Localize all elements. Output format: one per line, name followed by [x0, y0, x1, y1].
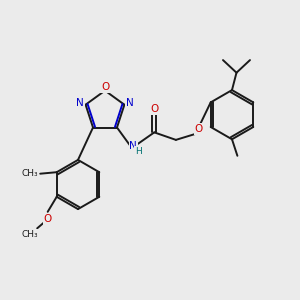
Text: O: O [195, 124, 203, 134]
Text: N: N [129, 142, 137, 152]
Text: CH₃: CH₃ [22, 230, 39, 239]
Text: N: N [76, 98, 84, 108]
Text: CH₃: CH₃ [22, 169, 39, 178]
Text: O: O [101, 82, 109, 92]
Text: N: N [126, 98, 134, 108]
Text: O: O [44, 214, 52, 224]
Text: O: O [150, 104, 158, 114]
Text: H: H [135, 147, 142, 156]
